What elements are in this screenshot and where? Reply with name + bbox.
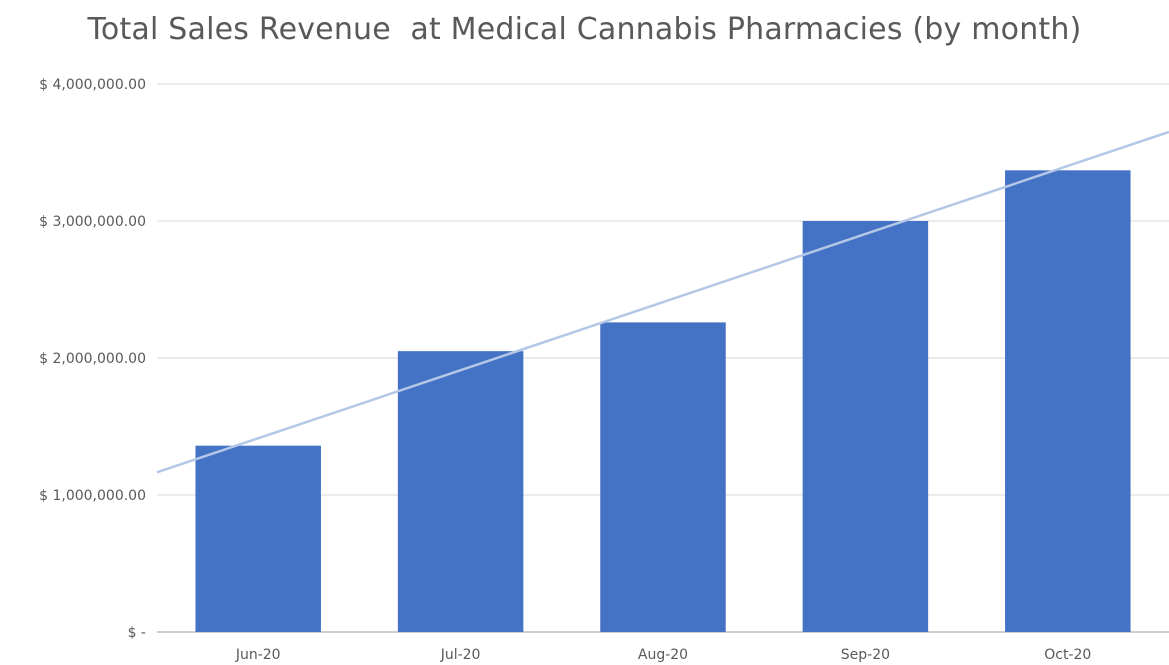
y-tick-label: $ - [128, 625, 146, 641]
trendline [156, 130, 1169, 474]
chart-title: Total Sales Revenue at Medical Cannabis … [87, 12, 1082, 47]
trendline-layer [156, 130, 1169, 474]
x-tick-label: Jun-20 [235, 647, 281, 663]
y-tick-label: $ 3,000,000.00 [39, 214, 146, 230]
x-tick-label: Jul-20 [440, 647, 481, 663]
bar-Aug-20 [600, 322, 726, 632]
x-tick-label: Aug-20 [638, 647, 688, 663]
y-tick-label: $ 4,000,000.00 [39, 77, 146, 93]
y-tick-label: $ 1,000,000.00 [39, 488, 146, 504]
x-tick-label: Oct-20 [1044, 647, 1091, 663]
bar-Sep-20 [802, 221, 929, 632]
bar-Jul-20 [397, 351, 524, 632]
y-axis-tick-labels: $ - $ 1,000,000.00 $ 2,000,000.00 $ 3,000,0… [39, 77, 146, 641]
bars [195, 170, 1131, 632]
y-tick-label: $ 2,000,000.00 [39, 351, 146, 367]
x-axis-tick-labels: Jun-20 Jul-20 Aug-20 Sep-20 Oct-20 [235, 647, 1092, 663]
bar-Jun-20 [195, 445, 321, 632]
bar-Oct-20 [1005, 170, 1131, 632]
x-tick-label: Sep-20 [841, 647, 890, 663]
